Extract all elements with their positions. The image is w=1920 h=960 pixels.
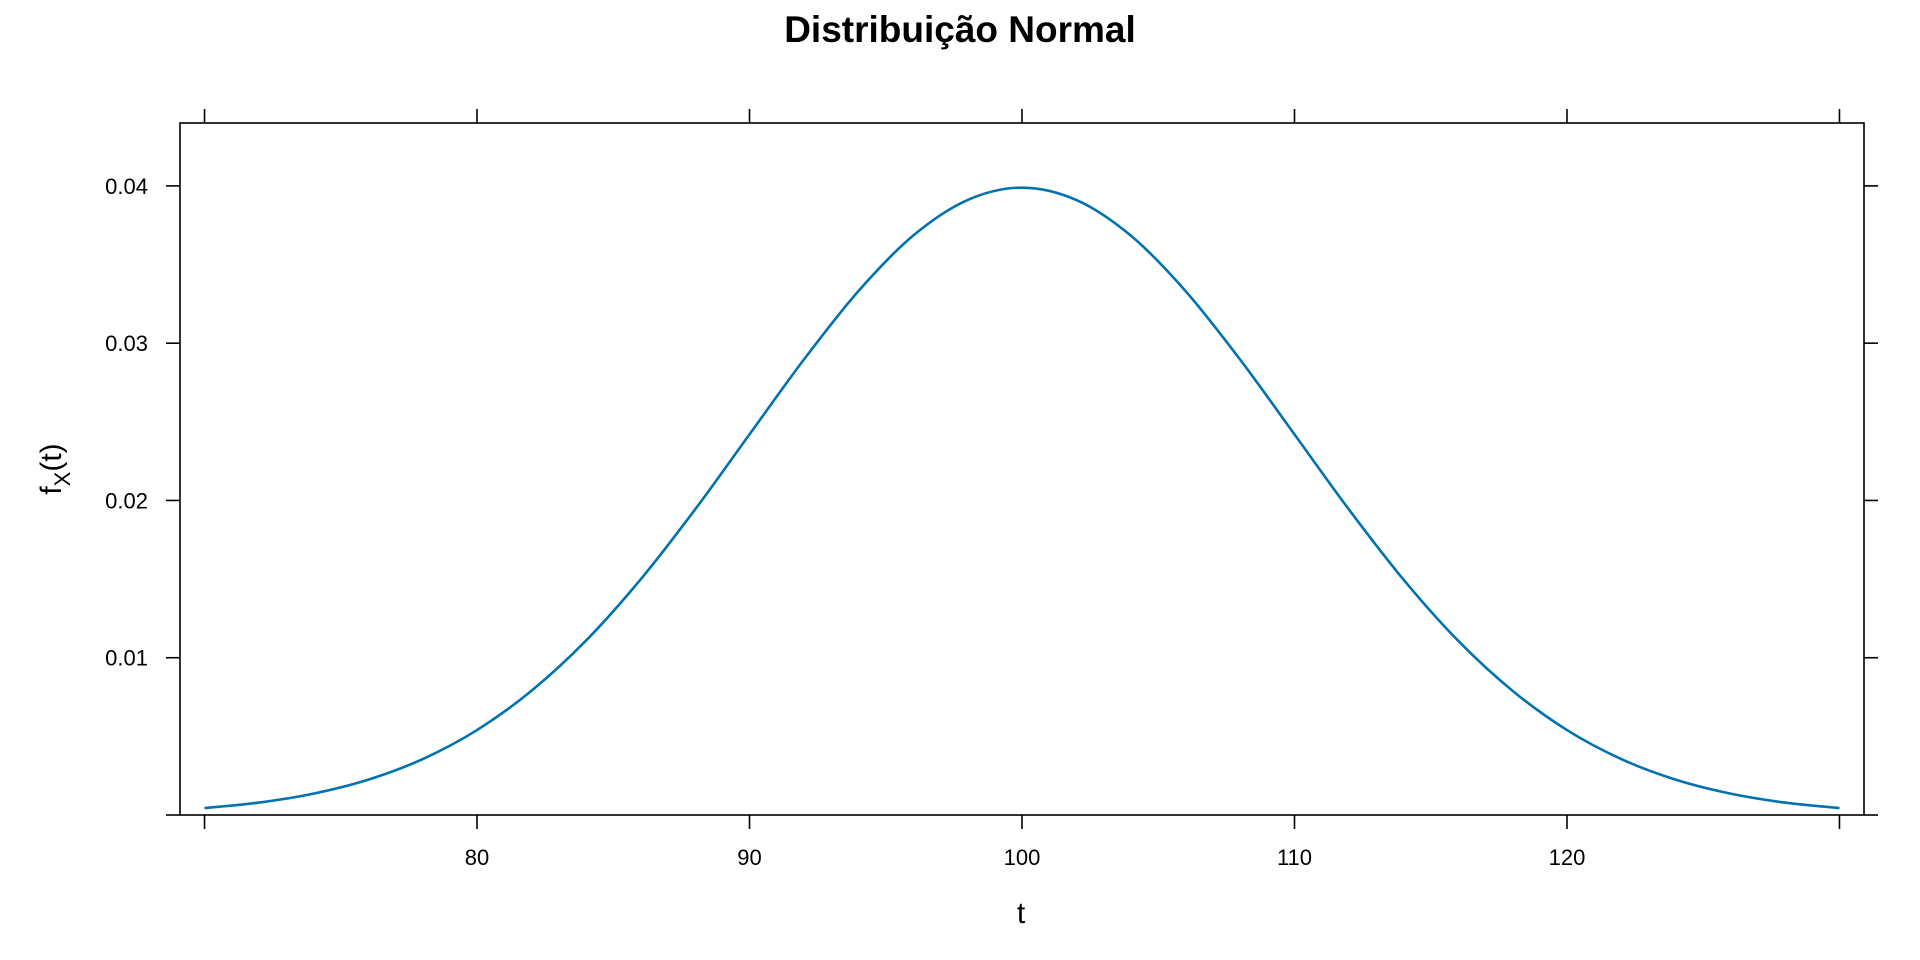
x-axis-ticks: 80 90 100 110 120 xyxy=(203,109,1841,870)
chart-title: Distribuição Normal xyxy=(784,9,1136,50)
x-axis-label: t xyxy=(1017,897,1026,930)
y-axis-label-main: f xyxy=(35,486,68,495)
y-axis-label-suffix: (t) xyxy=(35,443,68,471)
plot-frame xyxy=(179,122,1865,816)
y-tick-label-0.02: 0.02 xyxy=(105,488,148,513)
y-tick-label-0.01: 0.01 xyxy=(105,646,148,671)
x-tick-label-80: 80 xyxy=(465,845,489,870)
x-tick-label-110: 110 xyxy=(1277,845,1312,870)
y-axis-label: fX(t) xyxy=(35,443,75,494)
y-axis-ticks: 0.01 0.02 0.03 0.04 xyxy=(105,174,1878,816)
series-line-density-0 xyxy=(204,186,1840,810)
y-axis-label-subscript: X xyxy=(50,471,75,486)
y-tick-label-0.03: 0.03 xyxy=(105,331,148,356)
x-tick-label-100: 100 xyxy=(1004,845,1041,870)
x-tick-label-120: 120 xyxy=(1549,845,1586,870)
series-group xyxy=(204,186,1840,810)
y-tick-label-0.04: 0.04 xyxy=(105,174,148,199)
x-tick-label-90: 90 xyxy=(737,845,761,870)
